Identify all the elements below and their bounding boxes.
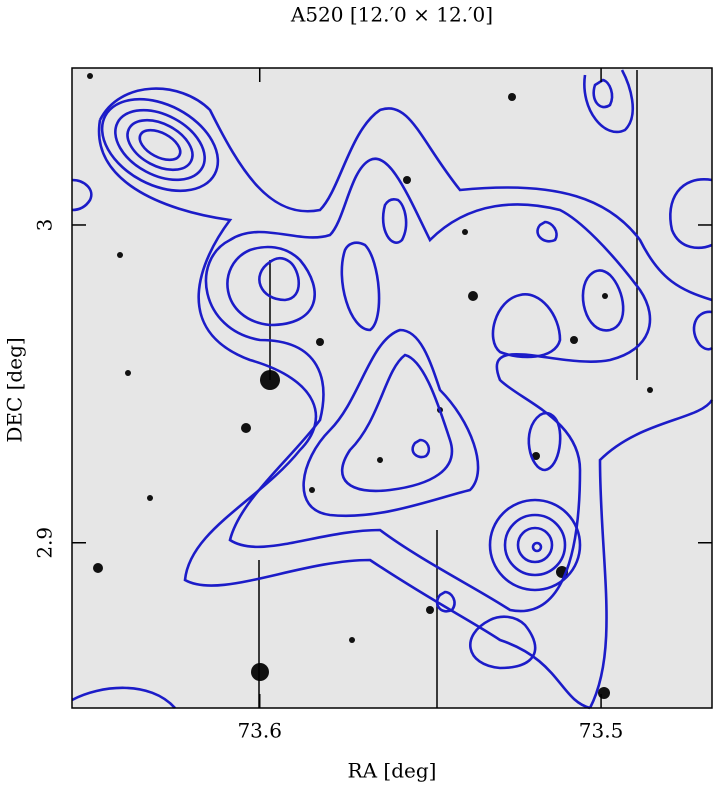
x-tick-label: 73.5: [579, 719, 624, 743]
plot-frame: [71, 67, 713, 709]
x-tick-label: 73.6: [237, 719, 282, 743]
y-tick-label: 2.9: [33, 527, 57, 559]
y-axis-label: DEC [deg]: [3, 337, 27, 442]
bleed-trails: [258, 70, 638, 708]
y-tick-label: 3: [33, 219, 57, 232]
sky-image: [72, 68, 712, 708]
chart-title: A520 [12.′0 × 12.′0]: [290, 3, 493, 27]
contours: [71, 69, 714, 710]
x-axis-label: RA [deg]: [348, 759, 437, 783]
